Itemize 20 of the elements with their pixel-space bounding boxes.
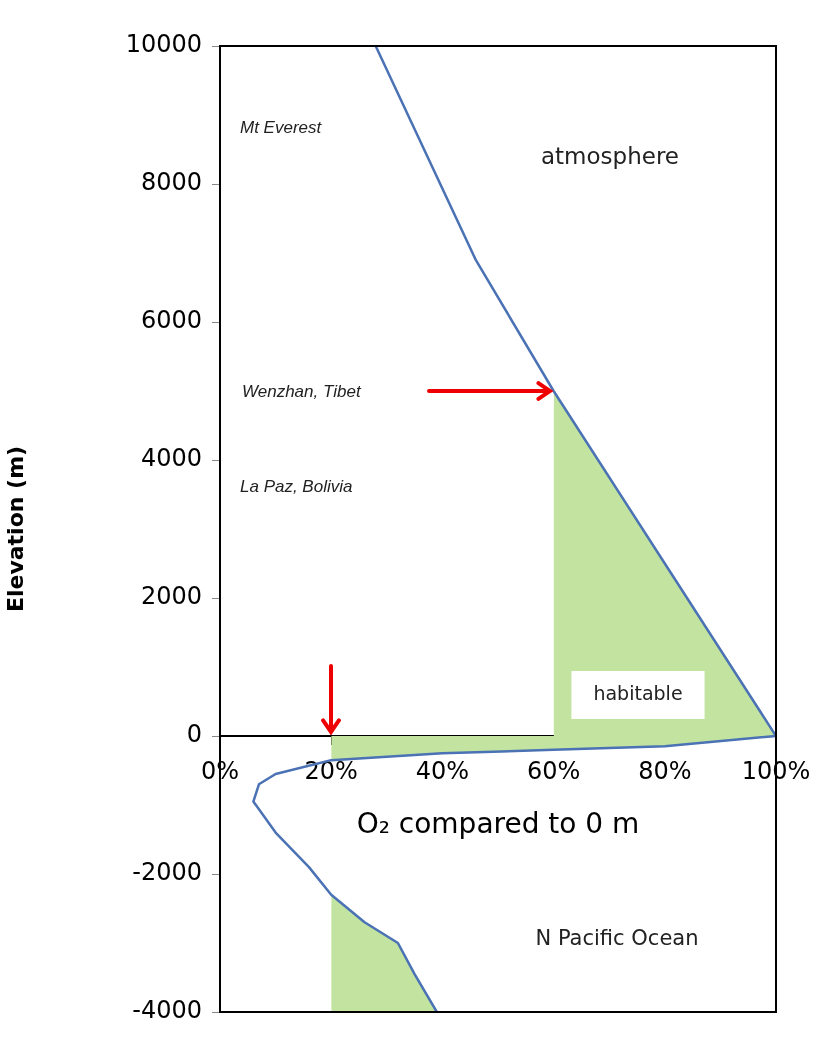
annotation: atmosphere — [541, 142, 679, 169]
y-tick-label: 10000 — [125, 30, 202, 59]
y-tick-label: 6000 — [140, 306, 202, 335]
x-tick-label: 60% — [526, 756, 581, 785]
y-tick-label: 0 — [186, 720, 202, 749]
y-tick-label: -4000 — [132, 996, 202, 1025]
y-tick-label: 2000 — [140, 582, 202, 611]
y-tick-label: 8000 — [140, 168, 202, 197]
annotation: N Pacific Ocean — [535, 926, 699, 951]
x-tick-label: 20% — [304, 756, 358, 785]
y-axis-title: Elevation (m) — [2, 445, 28, 613]
y-tick-label: 4000 — [140, 444, 202, 473]
annotation: Mt Everest — [240, 117, 323, 137]
x-axis-title: O₂ compared to 0 m — [356, 806, 640, 840]
annotation: habitable — [593, 681, 683, 704]
annotation: La Paz, Bolivia — [240, 476, 353, 496]
x-tick-label: 80% — [638, 756, 692, 785]
x-tick-label: 40% — [415, 756, 470, 785]
y-tick-label: -2000 — [132, 858, 202, 887]
annotation: Wenzhan, Tibet — [242, 381, 362, 401]
